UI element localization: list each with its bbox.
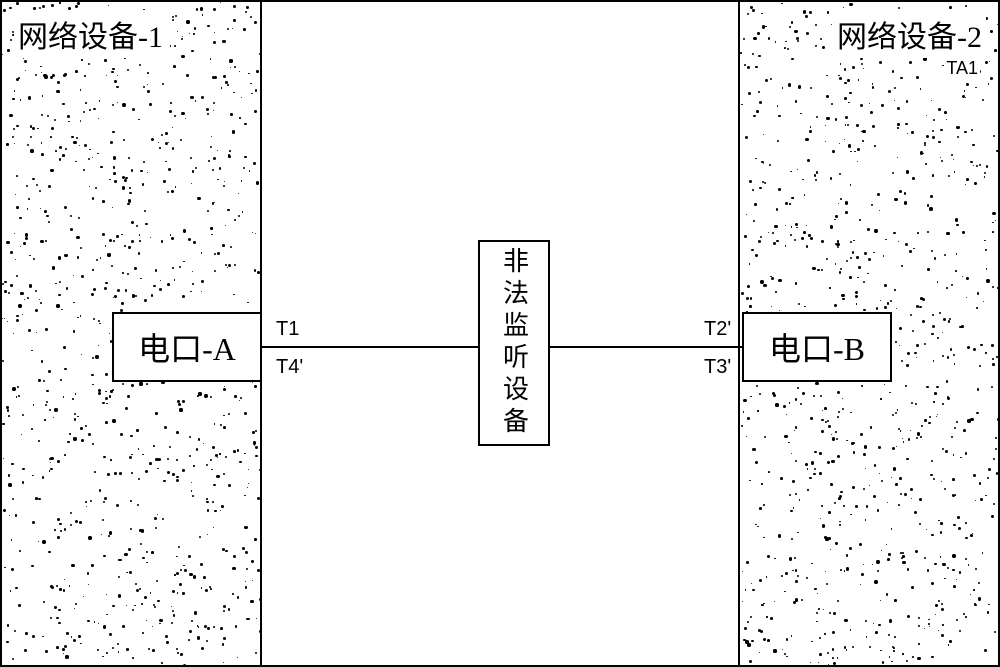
wire-a-to-monitor [262,346,478,348]
label-t1: T1 [274,318,301,341]
illegal-monitor-device: 非法监听设备 [478,240,550,446]
wire-monitor-to-b [550,346,742,348]
port-a-label: 电口-A [138,324,236,370]
illegal-monitor-label: 非法监听设备 [496,247,533,439]
device-2-title: 网络设备-2 [833,10,986,58]
label-t2-prime: T2' [702,318,733,341]
label-t4-prime: T4' [274,356,305,379]
device-1-title: 网络设备-1 [14,10,167,58]
port-b-label: 电口-B [769,324,865,370]
ta1-label: TA1 [944,58,980,79]
label-t3-prime: T3' [702,356,733,379]
electrical-port-a: 电口-A [112,312,262,382]
network-tap-diagram: 网络设备-1 网络设备-2 TA1 电口-A 电口-B 非法监听设备 T1 T4… [0,0,1000,667]
electrical-port-b: 电口-B [742,312,892,382]
